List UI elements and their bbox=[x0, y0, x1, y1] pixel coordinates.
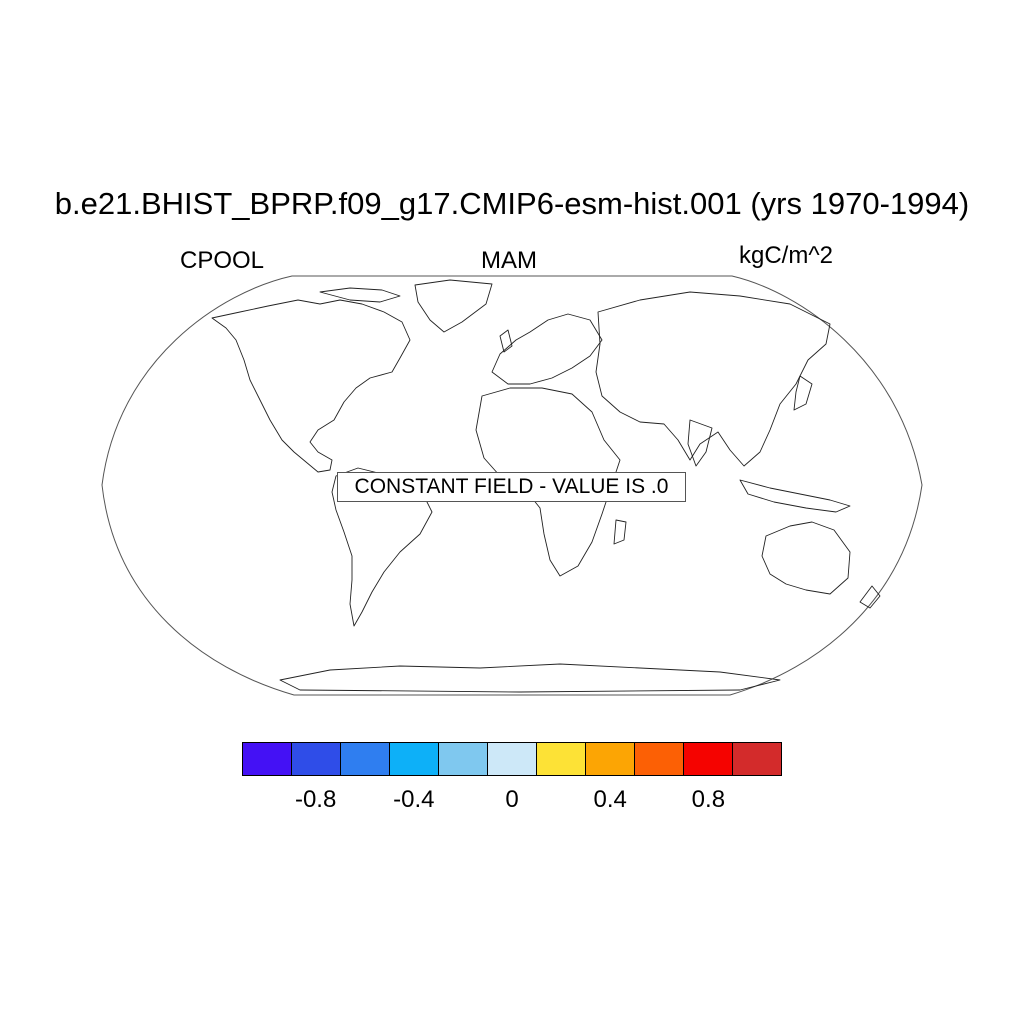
colorbar-tick-label: -0.4 bbox=[393, 786, 435, 813]
colorbar-box-2 bbox=[340, 742, 390, 776]
colorbar-box-7 bbox=[585, 742, 635, 776]
colorbar-box-6 bbox=[536, 742, 586, 776]
colorbar-box-5 bbox=[487, 742, 537, 776]
colorbar-tick-label: -0.8 bbox=[294, 786, 337, 813]
coast-europe bbox=[491, 313, 603, 385]
colorbar-box-3 bbox=[389, 742, 439, 776]
colorbar-box-10 bbox=[732, 742, 782, 776]
units-label: kgC/m^2 bbox=[739, 242, 833, 269]
colorbar-box-9 bbox=[683, 742, 733, 776]
coast-arctic-islands bbox=[319, 287, 401, 303]
colorbar-box-8 bbox=[634, 742, 684, 776]
colorbar-tick-label: 0 bbox=[505, 786, 519, 813]
coast-india bbox=[687, 419, 713, 467]
constant-field-notice: CONSTANT FIELD - VALUE IS .0 bbox=[337, 472, 686, 502]
plot-title: b.e21.BHIST_BPRP.f09_g17.CMIP6-esm-hist.… bbox=[54, 186, 970, 221]
coast-japan bbox=[793, 375, 813, 411]
colorbar-box-4 bbox=[438, 742, 488, 776]
coast-madagascar bbox=[613, 519, 627, 545]
coast-uk bbox=[499, 329, 513, 353]
colorbar-box-1 bbox=[291, 742, 341, 776]
colorbar bbox=[242, 742, 782, 776]
coast-greenland bbox=[414, 279, 493, 333]
season-label: MAM bbox=[481, 247, 537, 274]
coast-australia bbox=[761, 521, 851, 595]
variable-label: CPOOL bbox=[180, 247, 265, 274]
map-boundary bbox=[101, 275, 923, 696]
colorbar-tick-label: 0.8 bbox=[691, 786, 726, 813]
colorbar-tick-label: 0.4 bbox=[593, 786, 627, 813]
coast-north-america bbox=[211, 299, 411, 473]
coast-new-zealand bbox=[859, 585, 881, 609]
coast-indonesia bbox=[739, 479, 851, 513]
colorbar-box-0 bbox=[242, 742, 292, 776]
coast-asia bbox=[595, 291, 831, 467]
coast-antarctica bbox=[279, 663, 781, 693]
